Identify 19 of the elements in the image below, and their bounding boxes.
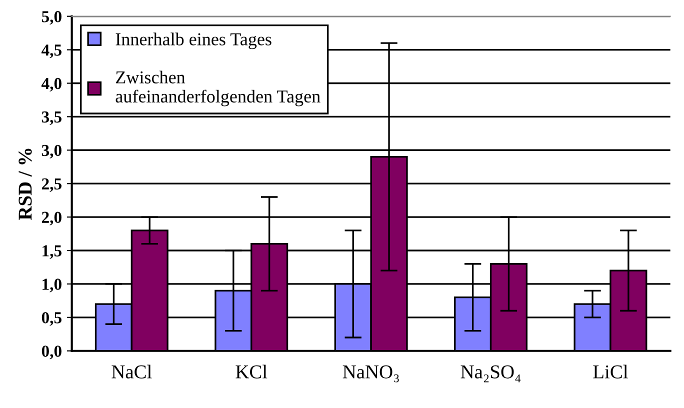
x-tick-label: Na₂SO₄: [460, 365, 521, 382]
y-tick-label: 5,0: [42, 11, 62, 25]
x-tick-label: LiCl: [593, 364, 628, 378]
y-tick-label: 3,5: [42, 111, 62, 126]
y-tick-label: 1,5: [42, 245, 62, 259]
y-tick-label: 0,0: [42, 346, 62, 360]
y-tick-label: 2,0: [42, 212, 62, 226]
y-tick-label: 4,5: [41, 44, 62, 58]
y-tick-label: 1,0: [42, 278, 62, 292]
x-tick-label: NaNO₃: [342, 365, 399, 382]
legend-label: Innerhalb eines Tages: [116, 32, 272, 50]
y-tick-label: 3,0: [42, 144, 62, 159]
y-tick-label: 2,5: [42, 178, 62, 192]
legend-label: Zwischen aufeinanderfolgenden Tagen: [116, 70, 320, 106]
x-tick-label: NaCl: [112, 364, 152, 378]
x-tick-label: KCl: [236, 364, 268, 378]
y-axis-title: RSD / %: [18, 148, 32, 220]
y-tick-label: 0,5: [42, 312, 62, 326]
y-tick-label: 4,0: [41, 78, 62, 92]
